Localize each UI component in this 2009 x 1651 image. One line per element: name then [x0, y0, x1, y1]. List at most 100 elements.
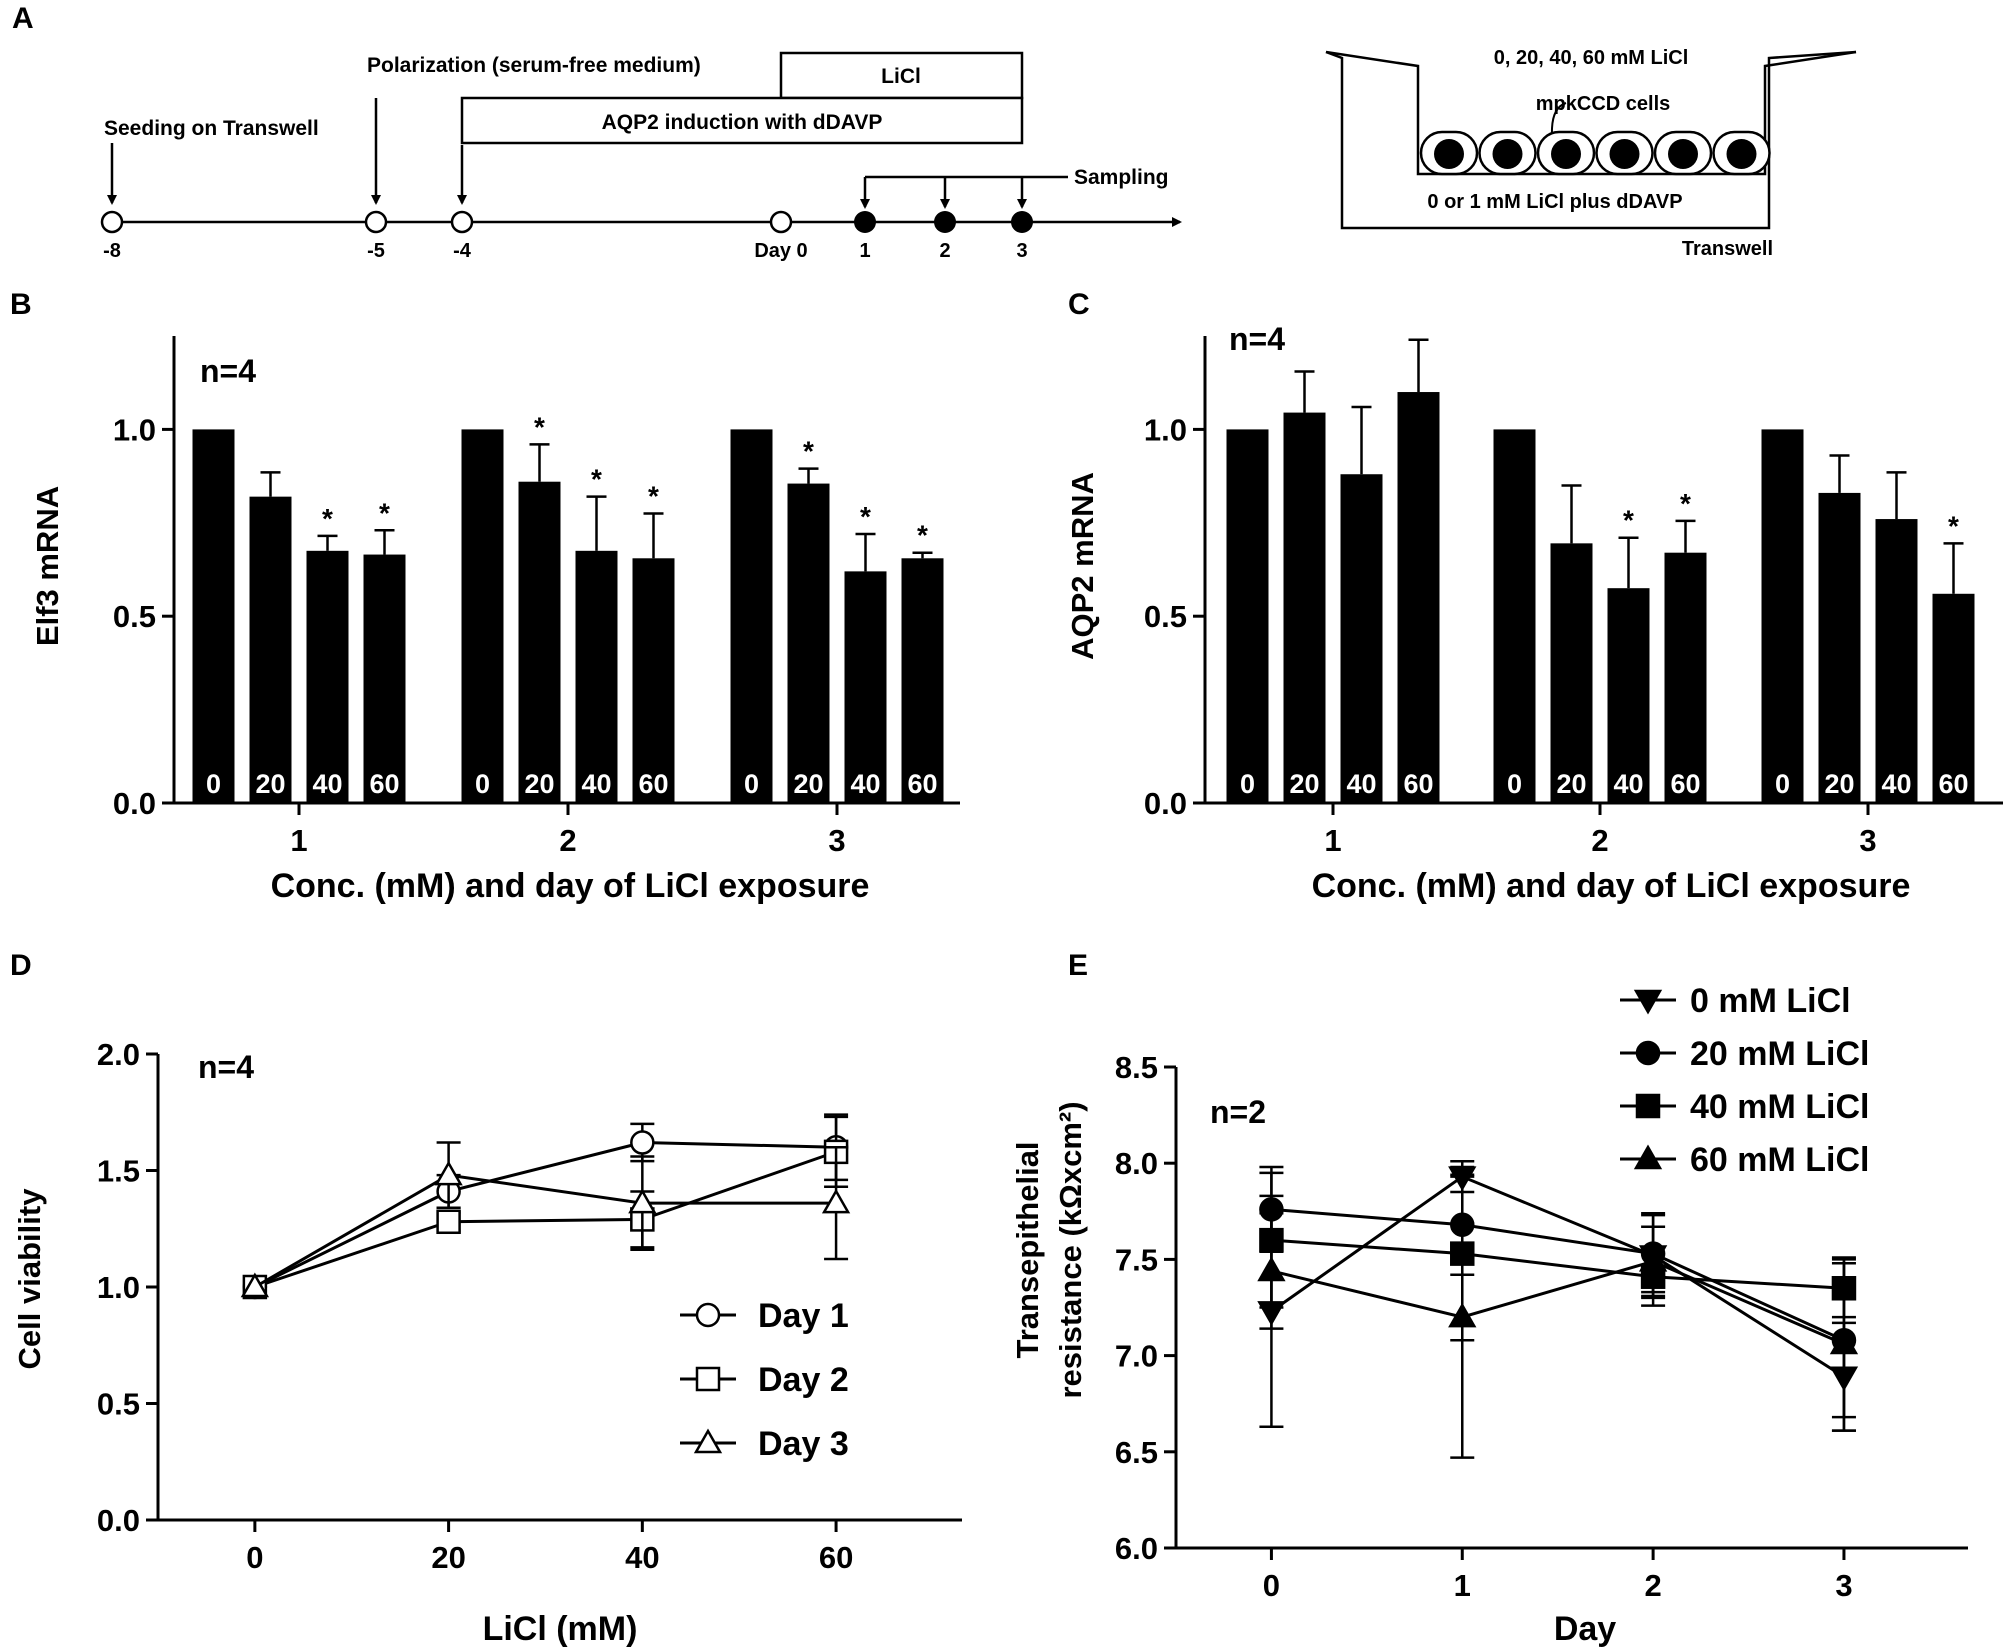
y-tick-label: 0.0 — [97, 1503, 140, 1538]
polarization-text: Polarization (serum-free medium) — [367, 54, 701, 77]
bar — [575, 550, 618, 803]
y-tick-label: 0.5 — [1144, 599, 1187, 634]
bar-concentration-label: 40 — [581, 769, 611, 799]
data-point — [1448, 1302, 1477, 1328]
legend-marker — [1635, 1040, 1661, 1066]
licl-box — [779, 51, 1024, 100]
licl-box-label: LiCl — [881, 65, 921, 88]
cell-nucleus — [1551, 139, 1581, 169]
significance-star: * — [648, 480, 659, 511]
y-tick-label: 0.0 — [1144, 786, 1187, 821]
seeding-text: Seeding on Transwell — [104, 117, 319, 140]
timepoint-label: 2 — [939, 240, 950, 262]
bar-concentration-label: 20 — [255, 769, 285, 799]
legend-marker — [1633, 989, 1663, 1015]
bar — [363, 554, 406, 803]
x-tick-label: 3 — [1859, 823, 1876, 858]
panel-e-n-label: n=2 — [1210, 1094, 1266, 1130]
bar — [1664, 552, 1707, 803]
bar-concentration-label: 0 — [1775, 769, 1790, 799]
series-line — [1271, 1259, 1845, 1346]
bar-concentration-label: 0 — [475, 769, 490, 799]
bar-concentration-label: 0 — [744, 769, 759, 799]
x-tick-label: 40 — [625, 1540, 659, 1575]
series-line — [254, 1173, 837, 1289]
panel-e-xlabel: Day — [1554, 1610, 1616, 1648]
legend-marker — [1635, 1093, 1661, 1119]
y-tick-label: 1.0 — [1144, 412, 1187, 447]
cell-nucleus — [1726, 139, 1757, 169]
bar-concentration-label: 20 — [1289, 769, 1319, 799]
x-tick-label: 3 — [828, 823, 845, 858]
legend-marker — [695, 1302, 721, 1328]
bar — [1397, 392, 1440, 803]
timepoint-marker-open — [364, 210, 388, 234]
panel-c-xlabel: Conc. (mM) and day of LiCl exposure — [1312, 867, 1911, 905]
bar-concentration-label: 40 — [312, 769, 342, 799]
bar — [306, 550, 349, 803]
significance-star: * — [803, 436, 814, 467]
legend-marker — [1633, 1144, 1663, 1170]
significance-star: * — [860, 501, 871, 532]
bar — [249, 496, 292, 803]
x-tick-label: 0 — [246, 1540, 263, 1575]
bar-concentration-label: 60 — [369, 769, 399, 799]
bar — [787, 483, 830, 803]
x-tick-label: 1 — [290, 823, 307, 858]
y-tick-label: 8.5 — [1115, 1050, 1158, 1085]
bar — [461, 429, 504, 803]
panel-a: A -8 -5 -4 Day 0 1 2 3 Seeding on Transw… — [12, 2, 1857, 262]
timepoint-marker-open — [450, 210, 474, 234]
y-tick-label: 0.5 — [97, 1387, 140, 1422]
significance-star: * — [1680, 488, 1691, 519]
panel-a-label: A — [12, 2, 34, 35]
bar-concentration-label: 40 — [1881, 769, 1911, 799]
timepoint-label: Day 0 — [754, 240, 807, 262]
legend-label: Day 1 — [758, 1297, 849, 1335]
data-point — [1257, 1256, 1286, 1282]
bar-concentration-label: 20 — [1556, 769, 1586, 799]
series-line — [1271, 1238, 1845, 1290]
bar-concentration-label: 60 — [907, 769, 937, 799]
y-tick-label: 6.0 — [1115, 1531, 1158, 1566]
y-tick-label: 1.0 — [97, 1270, 140, 1305]
mpkccd-cell-layer — [1419, 130, 1771, 176]
bar-concentration-label: 60 — [638, 769, 668, 799]
significance-star: * — [917, 520, 928, 551]
y-tick-label: 2.0 — [97, 1037, 140, 1072]
bar-concentration-label: 0 — [1507, 769, 1522, 799]
bar — [1818, 492, 1861, 803]
cell-nucleus — [1492, 139, 1523, 169]
y-tick-label: 7.0 — [1115, 1339, 1158, 1374]
transwell-insert — [1325, 50, 1857, 176]
panel-d-plot: 0.0 0.5 1.0 1.5 2.0 0 20 40 60 Day 1 Day 2 Day 3 — [97, 1037, 962, 1575]
panel-d-ylabel: Cell viability — [12, 1188, 47, 1370]
x-tick-label: 3 — [1835, 1568, 1852, 1603]
panel-e-plot: 6.0 6.5 7.0 7.5 8.0 8.5 0 1 2 3 0 mM LiCl 20 mM LiC… — [1115, 982, 1968, 1603]
y-tick-label: 1.5 — [97, 1154, 140, 1189]
data-point — [628, 1188, 657, 1214]
data-point — [630, 1130, 655, 1155]
bar — [1493, 429, 1536, 803]
bar-concentration-label: 40 — [850, 769, 880, 799]
series-line — [1271, 1207, 1845, 1342]
data-point — [240, 1272, 270, 1298]
legend-label: 0 mM LiCl — [1690, 982, 1851, 1020]
panel-e-ylabel-line1: Transepithelial — [1010, 1141, 1045, 1358]
timepoint-marker-filled — [934, 211, 956, 233]
x-tick-label: 20 — [431, 1540, 465, 1575]
panel-b-elf3-chart: B 0.00.51.010 20*40*6020*20*40*6030*20*40… — [10, 288, 960, 905]
timepoint-label: -5 — [367, 240, 385, 262]
legend-label: 40 mM LiCl — [1690, 1088, 1869, 1126]
panel-b-label: B — [10, 288, 32, 321]
panel-b-ylabel: Elf3 mRNA — [30, 486, 65, 646]
bar-concentration-label: 60 — [1670, 769, 1700, 799]
sampling-text: Sampling — [1074, 166, 1169, 189]
x-tick-label: 2 — [1591, 823, 1608, 858]
bar — [1761, 429, 1804, 803]
y-tick-label: 0.0 — [113, 786, 156, 821]
basolateral-medium-text: 0 or 1 mM LiCl plus dDAVP — [1427, 191, 1682, 213]
transwell-outer — [1325, 50, 1857, 230]
